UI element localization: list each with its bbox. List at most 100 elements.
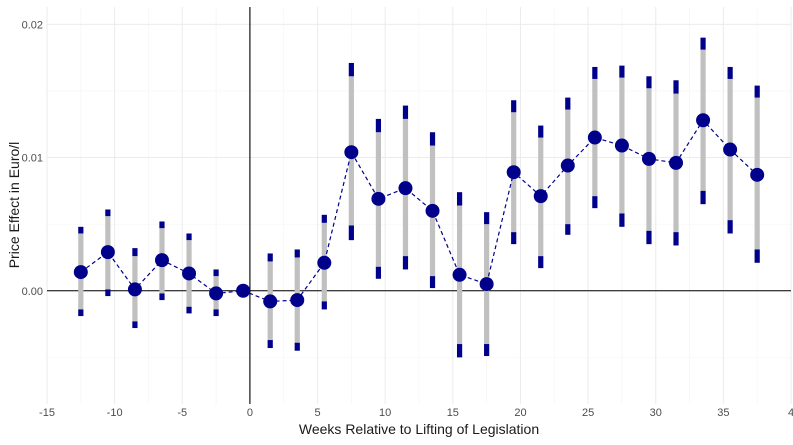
ci-lower-cap bbox=[429, 276, 436, 289]
ci-lower-cap bbox=[484, 344, 490, 357]
ci-lower-cap bbox=[673, 232, 679, 246]
ci-upper-cap bbox=[105, 209, 111, 217]
ci-lower-cap bbox=[159, 293, 165, 301]
ci-upper-cap bbox=[538, 125, 544, 138]
ci-upper-cap bbox=[592, 66, 598, 79]
ci-lower-cap bbox=[321, 301, 327, 310]
y-tick-label: 0.01 bbox=[22, 153, 43, 165]
ci-lower-cap bbox=[538, 256, 544, 269]
ci-upper-cap bbox=[484, 212, 490, 225]
ci-lower-cap bbox=[565, 224, 571, 235]
x-tick-label: 10 bbox=[379, 407, 391, 419]
ci-upper-cap bbox=[321, 214, 327, 223]
ci-upper-cap bbox=[267, 253, 273, 262]
y-tick-label: 0.02 bbox=[22, 19, 43, 31]
x-tick-label: -5 bbox=[177, 407, 187, 419]
ci-upper-cap bbox=[673, 80, 679, 94]
ci-upper-cap bbox=[402, 105, 409, 119]
x-tick-label: 0 bbox=[247, 407, 253, 419]
data-point bbox=[614, 138, 629, 153]
ci-lower-cap bbox=[213, 309, 219, 317]
data-point bbox=[236, 283, 251, 298]
data-point bbox=[425, 203, 440, 218]
data-point bbox=[263, 294, 278, 309]
x-tick-label: 35 bbox=[717, 407, 729, 419]
ci-lower-cap bbox=[375, 266, 382, 279]
ci-lower-cap bbox=[105, 289, 111, 297]
x-tick-label: 4 bbox=[788, 407, 793, 419]
data-point bbox=[723, 142, 738, 157]
ci-lower-cap bbox=[294, 342, 300, 351]
ci-lower-cap bbox=[78, 309, 84, 317]
ci-upper-cap bbox=[511, 100, 517, 113]
x-tick-label: 5 bbox=[314, 407, 320, 419]
data-point bbox=[398, 181, 413, 196]
ci-lower-cap bbox=[402, 256, 409, 270]
x-tick-label: 15 bbox=[447, 407, 459, 419]
y-tick-label: 0.00 bbox=[22, 286, 43, 298]
x-tick-label: 25 bbox=[582, 407, 594, 419]
ci-lower-cap bbox=[267, 340, 273, 349]
ci-upper-cap bbox=[294, 249, 300, 258]
data-point bbox=[371, 191, 386, 206]
data-point bbox=[344, 145, 359, 160]
data-point bbox=[154, 253, 169, 268]
x-axis-title: Weeks Relative to Lifting of Legislation bbox=[299, 421, 539, 437]
ci-lower-cap bbox=[619, 213, 625, 227]
ci90-caps bbox=[78, 37, 760, 358]
data-point bbox=[317, 255, 332, 270]
data-point bbox=[479, 277, 494, 292]
ci-lower-cap bbox=[186, 306, 192, 314]
ci-upper-cap bbox=[646, 76, 652, 89]
data-point bbox=[182, 266, 197, 281]
y-axis-title: Price Effect in Euro/l bbox=[6, 142, 22, 269]
ci-upper-cap bbox=[754, 85, 760, 98]
ci-upper-cap bbox=[456, 192, 463, 206]
ci-upper-cap bbox=[727, 66, 733, 79]
x-tick-labels: -15 -10 -5 0 5 10 15 20 25 30 35 4 bbox=[39, 407, 793, 419]
x-tick-label: -10 bbox=[107, 407, 123, 419]
ci-upper-cap bbox=[159, 221, 165, 229]
data-point bbox=[100, 245, 115, 260]
data-point bbox=[669, 155, 684, 170]
data-point bbox=[73, 265, 88, 280]
ci-lower-cap bbox=[754, 249, 760, 263]
ci-lower-cap bbox=[511, 232, 517, 245]
ci-upper-cap bbox=[619, 65, 625, 78]
ci-lower-cap bbox=[727, 220, 733, 234]
ci-upper-cap bbox=[348, 62, 354, 77]
data-point bbox=[560, 158, 575, 173]
data-point bbox=[533, 189, 548, 204]
reference-lines bbox=[47, 7, 791, 404]
ci-lower-cap bbox=[348, 225, 354, 241]
x-tick-label: 20 bbox=[514, 407, 526, 419]
ci-upper-cap bbox=[429, 132, 436, 146]
ci-lower-cap bbox=[646, 230, 652, 245]
ci-lower-cap bbox=[592, 196, 598, 209]
data-point bbox=[127, 282, 142, 297]
ci-lower-cap bbox=[700, 190, 706, 205]
data-point bbox=[290, 293, 305, 308]
ci-upper-cap bbox=[186, 233, 192, 241]
data-point bbox=[641, 151, 656, 166]
ci-lower-cap bbox=[132, 321, 138, 329]
ci-upper-cap bbox=[375, 118, 382, 133]
ci-upper-cap bbox=[78, 226, 84, 234]
data-point bbox=[506, 165, 521, 180]
data-point bbox=[452, 267, 467, 282]
series-points bbox=[73, 113, 765, 309]
ci-upper-cap bbox=[565, 97, 571, 110]
ci-upper-cap bbox=[213, 269, 219, 277]
data-point bbox=[750, 167, 765, 182]
data-point bbox=[209, 286, 224, 301]
y-tick-labels: 0.00 0.01 0.02 bbox=[22, 19, 43, 297]
x-tick-label: -15 bbox=[39, 407, 55, 419]
data-point bbox=[587, 130, 602, 145]
data-point bbox=[696, 113, 711, 128]
x-tick-label: 30 bbox=[650, 407, 662, 419]
ci-upper-cap bbox=[132, 248, 138, 257]
ci-lower-cap bbox=[456, 344, 463, 358]
ci-upper-cap bbox=[700, 37, 706, 50]
